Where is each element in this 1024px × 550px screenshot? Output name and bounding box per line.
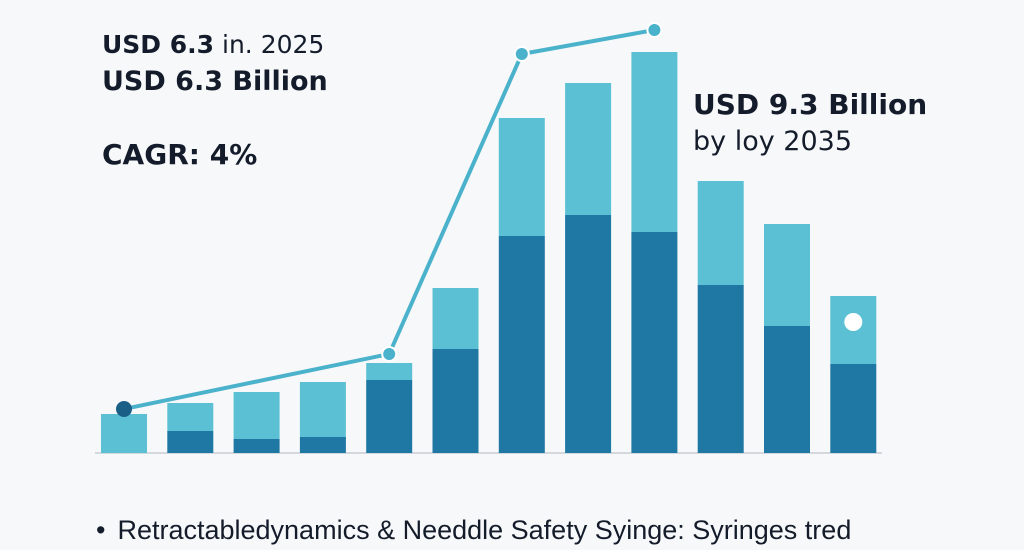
- trend-point: [381, 346, 398, 362]
- bar-segment-dark: [233, 439, 280, 453]
- bar-segment-dark: [631, 232, 678, 453]
- trend-point: [646, 22, 663, 38]
- start-year: in. 2025: [214, 30, 325, 59]
- bar-segment-light: [631, 52, 678, 232]
- end-value-label: USD 9.3 Billion: [693, 88, 928, 121]
- start-value-label: USD 6.3 Billion: [102, 66, 328, 97]
- bar-segment-light: [233, 392, 280, 439]
- start-year-label: USD 6.3 in. 2025: [102, 30, 324, 59]
- bar-segment-light: [366, 363, 413, 380]
- cagr-label: CAGR: 4%: [102, 138, 258, 171]
- bar-segment-light: [167, 403, 214, 431]
- bar-segment-light: [697, 181, 744, 285]
- bullet-text: Retractabledynamics & Needdle Safety Syi…: [117, 515, 852, 545]
- bar-segment-light: [764, 224, 810, 326]
- bar-segment-dark: [697, 285, 744, 453]
- trend-point: [513, 46, 530, 62]
- trend-point: [116, 401, 132, 417]
- bar-segment-dark: [830, 364, 877, 453]
- bar-marker: [844, 313, 863, 331]
- start-value: USD 6.3: [102, 30, 215, 59]
- bar-segment-dark: [764, 326, 810, 453]
- end-year-label: by loy 2035: [693, 126, 852, 157]
- bar-segment-dark: [432, 349, 479, 453]
- bar-segment-dark: [498, 236, 545, 453]
- bar-segment-dark: [366, 380, 413, 453]
- bullet-item: • Retractabledynamics & Needdle Safety Sy…: [96, 515, 851, 546]
- trend-line: [123, 28, 655, 411]
- bar-segment-light: [498, 118, 545, 236]
- bullet-icon: •: [96, 515, 106, 545]
- bar-segment-light: [565, 83, 612, 215]
- bar-segment-dark: [167, 431, 214, 453]
- bar-segment-light: [432, 288, 479, 349]
- bar-segment-light: [299, 382, 346, 437]
- bar-segment-dark: [565, 215, 612, 453]
- bar-segment-dark: [299, 437, 346, 453]
- bar-segment-light: [101, 414, 147, 453]
